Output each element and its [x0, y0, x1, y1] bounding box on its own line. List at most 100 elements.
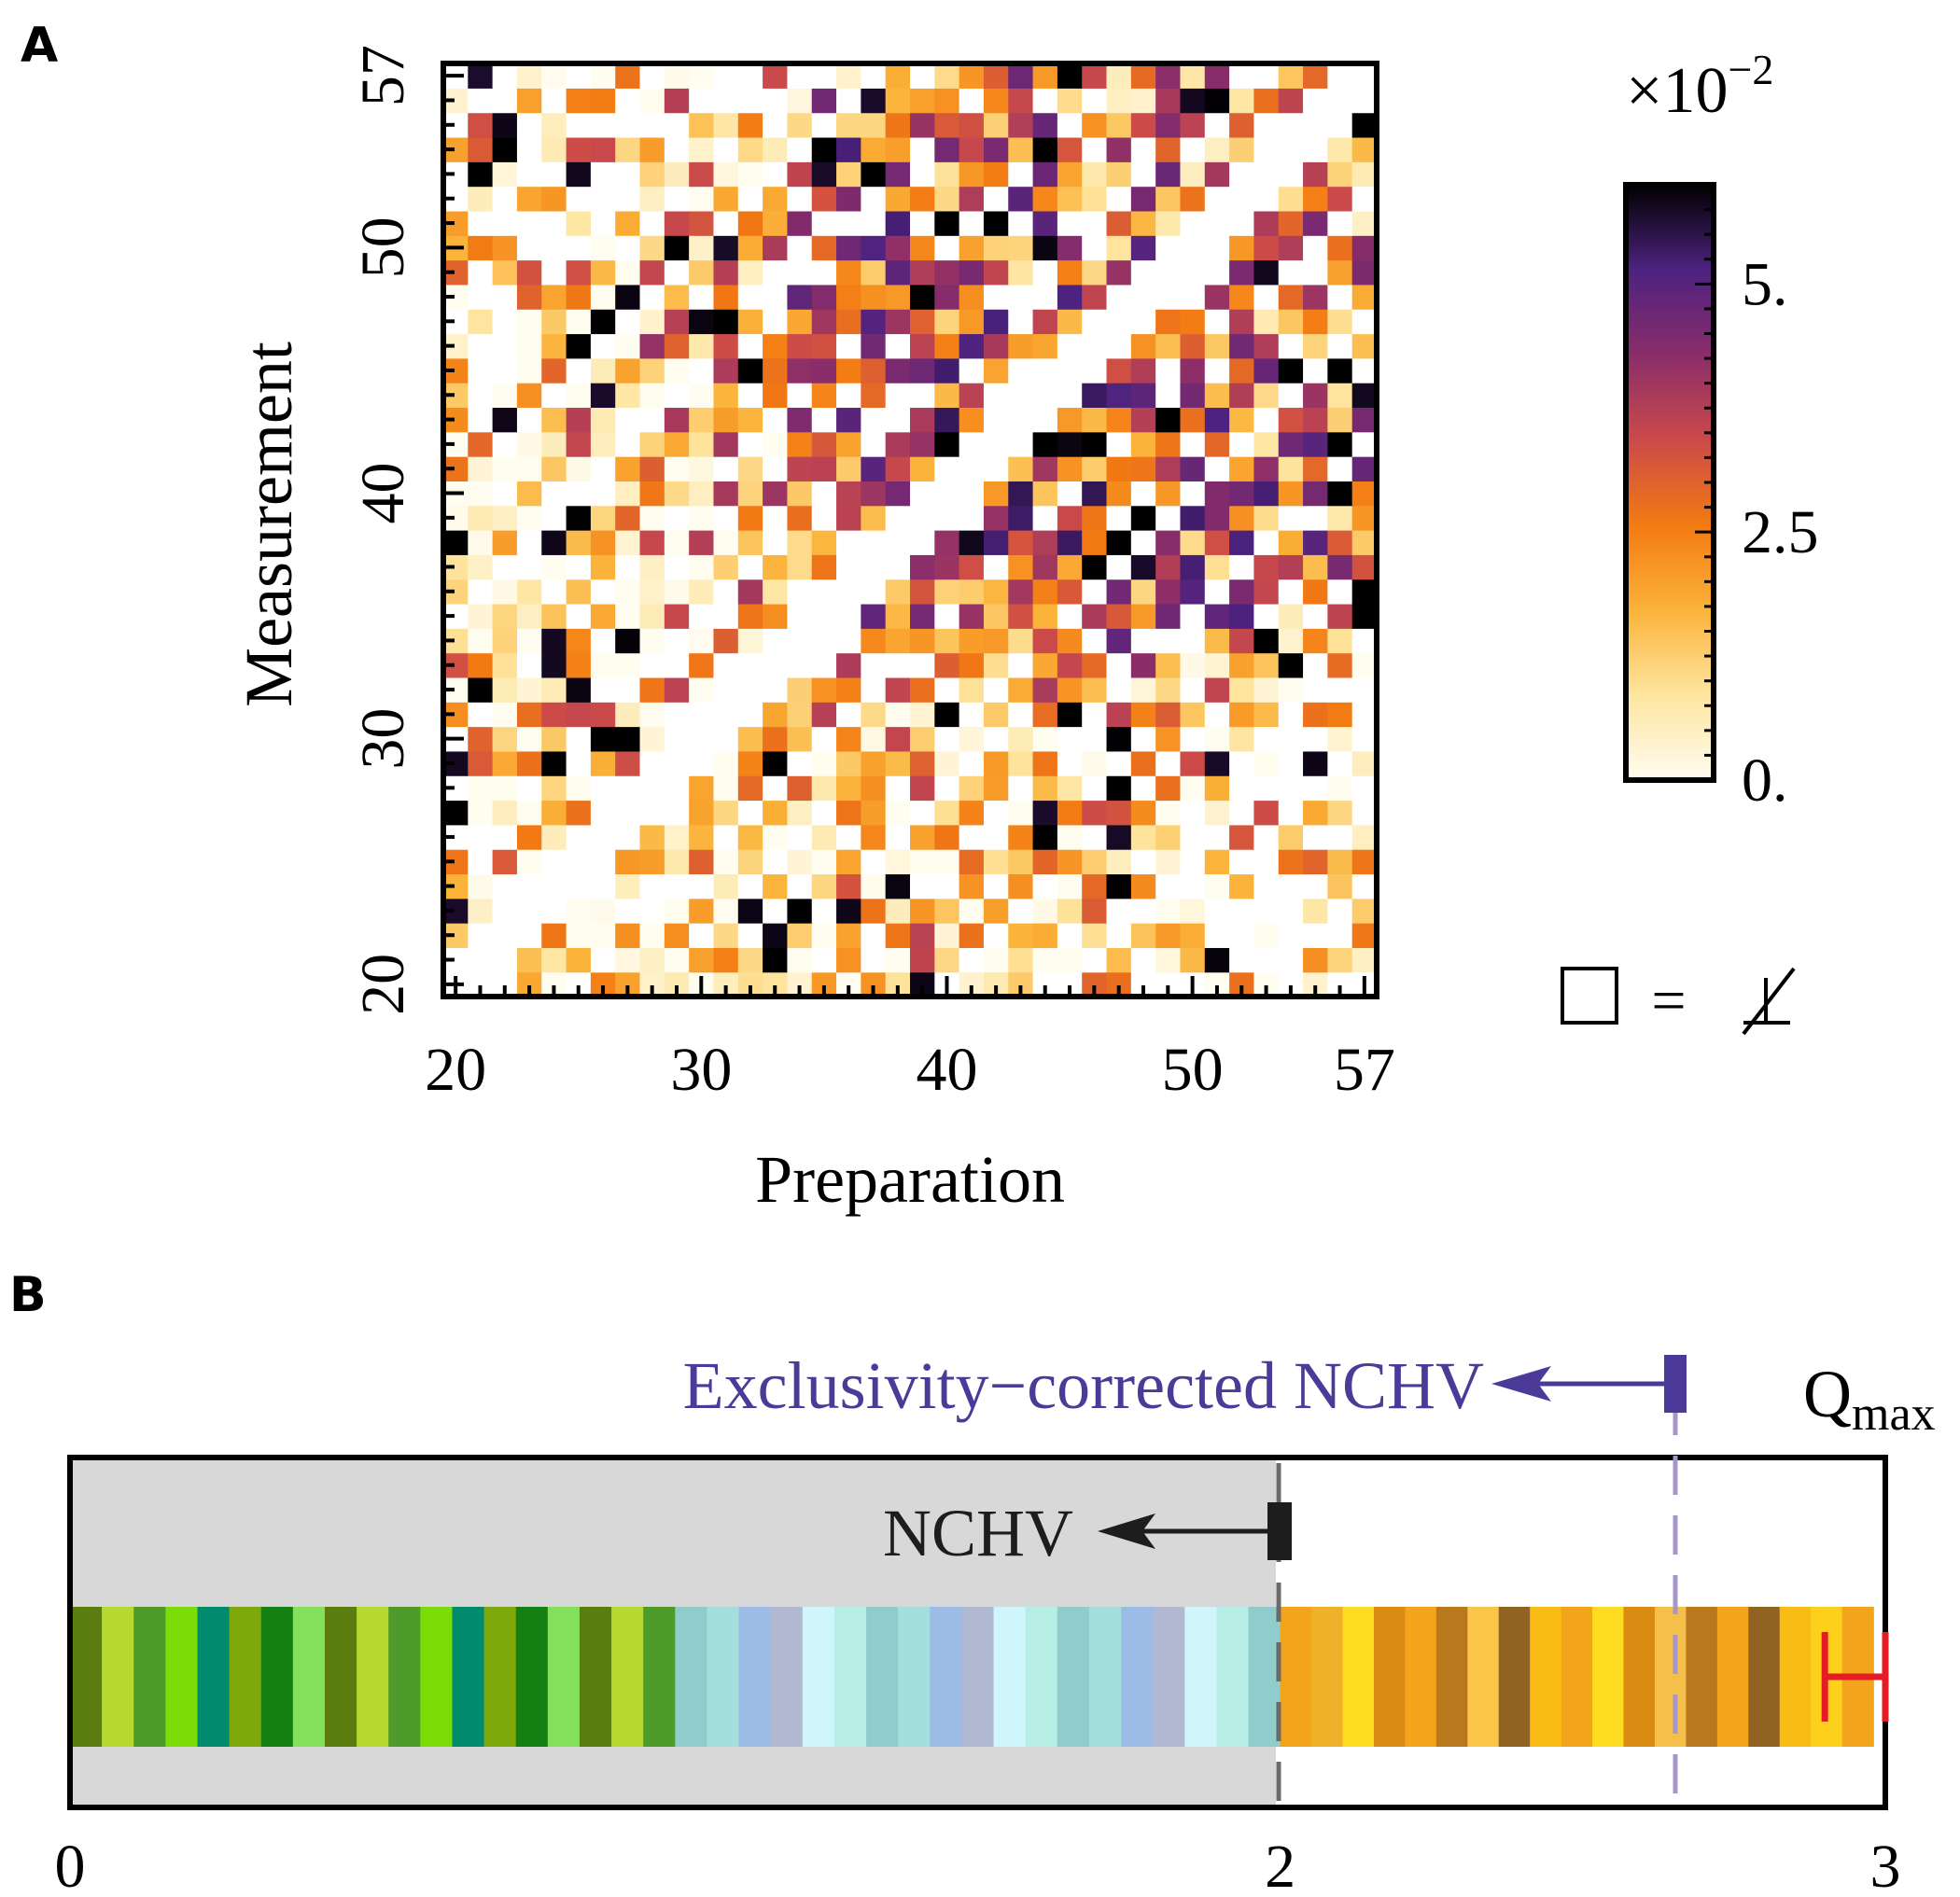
heatmap-cell [468, 726, 494, 752]
heatmap-cell [959, 383, 985, 409]
heatmap-cell [836, 947, 861, 973]
heatmap-cell [1082, 481, 1108, 507]
heatmap-cell [1130, 88, 1156, 114]
heatmap-cell [1180, 726, 1206, 752]
heatmap-cell [1008, 873, 1034, 900]
heatmap-cell [1032, 849, 1058, 875]
heatmap-cell [1082, 800, 1108, 826]
heatmap-cells [443, 63, 1378, 997]
heatmap-cell [1130, 898, 1156, 924]
heatmap-cell [1155, 849, 1182, 875]
heatmap-cell [787, 333, 813, 359]
heatmap-cell [1278, 530, 1304, 555]
heatmap-cell [787, 63, 813, 89]
heatmap-cell [1303, 677, 1328, 703]
heatmap-cell [885, 603, 911, 629]
heatmap-cell [934, 800, 960, 826]
heatmap-cell [1253, 186, 1280, 212]
heatmap-cell [1057, 898, 1083, 924]
heatmap-cell [1327, 284, 1353, 310]
heatmap-cell [541, 849, 567, 875]
green-segment [229, 1607, 262, 1747]
heatmap-cell [959, 431, 985, 457]
heatmap-cell [737, 775, 763, 802]
heatmap-cell [1303, 849, 1328, 875]
heatmap-cell [1204, 259, 1230, 286]
heatmap-cell [1253, 530, 1280, 555]
heatmap-cell [713, 357, 739, 384]
heatmap-cell [566, 407, 592, 433]
heatmap-cell [1351, 383, 1378, 409]
heatmap-cell [1180, 800, 1206, 826]
heatmap-cell [1008, 628, 1034, 654]
heatmap-cell [1008, 824, 1034, 850]
heatmap-cell [492, 309, 518, 335]
heatmap-cell [737, 186, 763, 212]
heatmap-cell [1008, 677, 1034, 703]
green-segment [515, 1607, 549, 1747]
heatmap-cell [983, 431, 1009, 457]
nchv-marker [1267, 1502, 1292, 1560]
qmax-label-subscript: max [1852, 1388, 1936, 1441]
green-segment [420, 1607, 454, 1747]
heatmap-cell [1351, 284, 1378, 310]
heatmap-cell [468, 628, 494, 654]
heatmap-cell [763, 481, 789, 507]
heatmap-cell [615, 603, 641, 629]
heatmap-cell [1130, 284, 1156, 310]
heatmap-cell [1351, 309, 1378, 335]
heatmap-cell [1253, 873, 1280, 900]
heatmap-cell [1180, 849, 1206, 875]
heatmap-cell [1229, 849, 1255, 875]
heatmap-cell [1130, 333, 1156, 359]
heatmap-cell [934, 456, 960, 481]
heatmap-cell [787, 259, 813, 286]
heatmap-cell [885, 702, 911, 728]
heatmap-cell [689, 357, 715, 384]
heatmap-cell [934, 161, 960, 188]
heatmap-cell [1180, 284, 1206, 310]
heatmap-cell [737, 481, 763, 507]
heatmap-cell [811, 628, 837, 654]
heatmap-cell [689, 628, 715, 654]
heatmap-cell [811, 750, 837, 776]
heatmap-cell [1278, 407, 1304, 433]
heatmap-cell [836, 136, 861, 162]
heatmap-cell [541, 873, 567, 900]
heatmap-cell [615, 750, 641, 776]
heatmap-cell [689, 947, 715, 973]
heatmap-cell [934, 775, 960, 802]
heatmap-cell [566, 579, 592, 605]
heatmap-cell [1303, 333, 1328, 359]
heatmap-cell [983, 530, 1009, 555]
heatmap-cell [934, 677, 960, 703]
heatmap-cell [590, 775, 616, 802]
heatmap-cell [615, 505, 641, 531]
heatmap-cell [1032, 136, 1058, 162]
heatmap-cell [1057, 873, 1083, 900]
heatmap-cell [1253, 88, 1280, 114]
heatmap-cell [1229, 112, 1255, 138]
heatmap-cell [1229, 309, 1255, 335]
heatmap-cell [910, 235, 935, 261]
heatmap-cell [1278, 628, 1304, 654]
heatmap-cell [1130, 161, 1156, 188]
heatmap-cell [959, 112, 985, 138]
heatmap-cell [1106, 333, 1132, 359]
heatmap-cell [1032, 431, 1058, 457]
bar-tick-labels: 0 2 3 [55, 1833, 1901, 1897]
heatmap-cell [763, 873, 789, 900]
heatmap-cell [468, 210, 494, 236]
heatmap-cell [541, 824, 567, 850]
heatmap-cell [1130, 136, 1156, 162]
heatmap-cell [787, 431, 813, 457]
heatmap-cell [713, 235, 739, 261]
heatmap-cell [737, 898, 763, 924]
heatmap-cell [468, 898, 494, 924]
colorbar-multiplier-base: ×10 [1626, 55, 1728, 127]
heatmap-cell [959, 186, 985, 212]
heatmap-cell [468, 702, 494, 728]
heatmap-cell [566, 849, 592, 875]
heatmap-cell [861, 579, 887, 605]
heatmap-cell [811, 775, 837, 802]
